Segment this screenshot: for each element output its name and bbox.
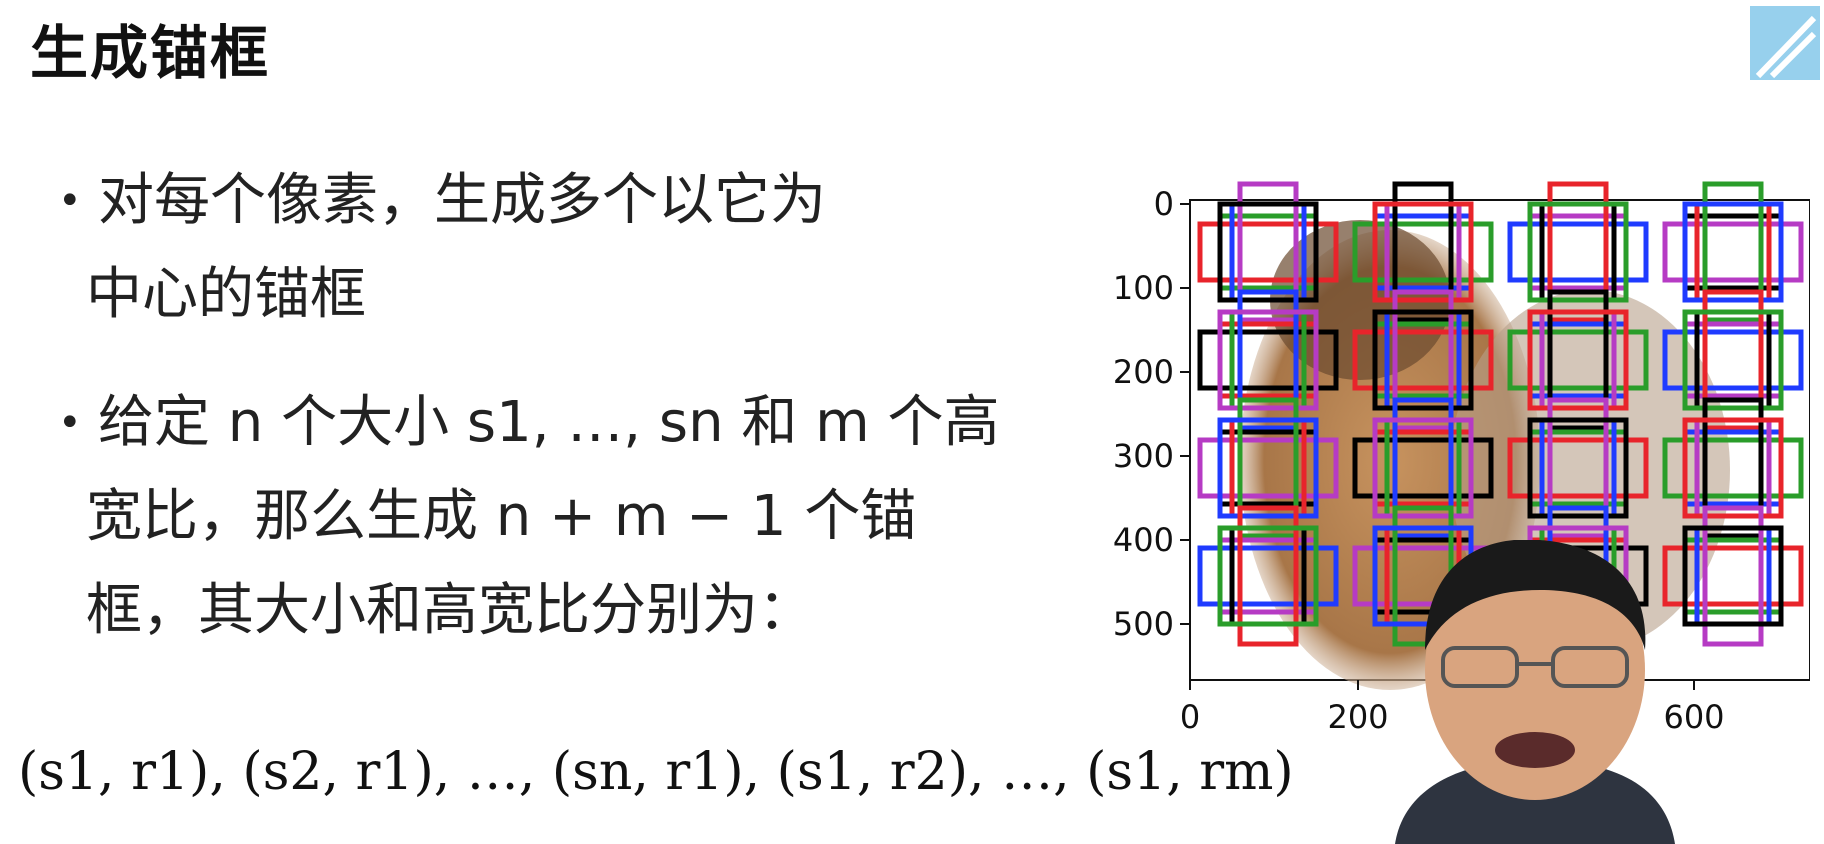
anchor-box — [1507, 329, 1649, 391]
anchor-box — [1662, 545, 1804, 607]
bullet-2: • 给定 n 个大小 s1, …, sn 和 m 个高 宽比，那么生成 n + … — [58, 376, 1000, 658]
anchor-box — [1392, 397, 1454, 539]
anchor-box — [1197, 329, 1339, 391]
y-tick-label: 100 — [1113, 269, 1174, 307]
bilibili-logo-icon — [1750, 6, 1820, 80]
anchor-box — [1682, 417, 1784, 519]
anchor-box — [1527, 201, 1629, 303]
anchor-box — [1702, 397, 1764, 539]
anchor-box — [1682, 309, 1784, 411]
anchor-box — [1352, 221, 1494, 283]
anchor-box — [1372, 309, 1474, 411]
anchor-box — [1217, 525, 1319, 627]
anchor-box — [1702, 289, 1764, 431]
anchor-box — [1217, 309, 1319, 411]
anchor-box — [1352, 329, 1494, 391]
y-tick-label: 0 — [1154, 185, 1174, 223]
anchor-box — [1197, 437, 1339, 499]
anchor-box — [1547, 181, 1609, 323]
anchor-box — [1662, 437, 1804, 499]
anchor-box — [1527, 309, 1629, 411]
anchor-box — [1237, 505, 1299, 647]
anchor-box — [1392, 289, 1454, 431]
bullet-2-line-2: 宽比，那么生成 n + m − 1 个锚 — [86, 484, 917, 549]
anchor-box — [1372, 201, 1474, 303]
y-tick-label: 200 — [1113, 353, 1174, 391]
anchor-box — [1392, 181, 1454, 323]
bullet-1: • 对每个像素，生成多个以它为 中心的锚框 — [58, 154, 826, 342]
anchor-box — [1197, 545, 1339, 607]
y-tick-label: 500 — [1113, 605, 1174, 643]
anchor-box — [1237, 181, 1299, 323]
anchor-box — [1507, 221, 1649, 283]
anchor-box — [1237, 289, 1299, 431]
anchor-box — [1237, 397, 1299, 539]
anchor-box — [1507, 437, 1649, 499]
presenter-video-icon — [1395, 540, 1675, 844]
x-tick-label: 600 — [1663, 698, 1724, 736]
anchor-box — [1217, 417, 1319, 519]
anchor-box — [1547, 397, 1609, 539]
anchor-box — [1352, 437, 1494, 499]
anchor-box — [1197, 221, 1339, 283]
anchor-box — [1662, 329, 1804, 391]
anchor-box — [1527, 417, 1629, 519]
y-tick-label: 400 — [1113, 521, 1174, 559]
anchor-box — [1217, 201, 1319, 303]
anchor-box — [1372, 417, 1474, 519]
anchor-box — [1702, 181, 1764, 323]
anchor-box — [1662, 221, 1804, 283]
x-tick-label: 0 — [1180, 698, 1200, 736]
bullet-2-line-1: 给定 n 个大小 s1, …, sn 和 m 个高 — [98, 390, 1000, 455]
bullet-1-line-1: 对每个像素，生成多个以它为 — [98, 168, 826, 233]
x-tick-label: 200 — [1327, 698, 1388, 736]
anchor-formula: (s1, r1), (s2, r1), …, (sn, r1), (s1, r2… — [18, 742, 1294, 802]
anchor-box — [1702, 505, 1764, 647]
anchor-box — [1682, 525, 1784, 627]
anchor-box — [1682, 201, 1784, 303]
slide-title: 生成锚框 — [30, 19, 271, 87]
y-tick-label: 300 — [1113, 437, 1174, 475]
anchor-box — [1547, 289, 1609, 431]
bullet-2-line-3: 框，其大小和高宽比分别为： — [86, 578, 814, 643]
bullet-1-line-2: 中心的锚框 — [86, 262, 366, 327]
